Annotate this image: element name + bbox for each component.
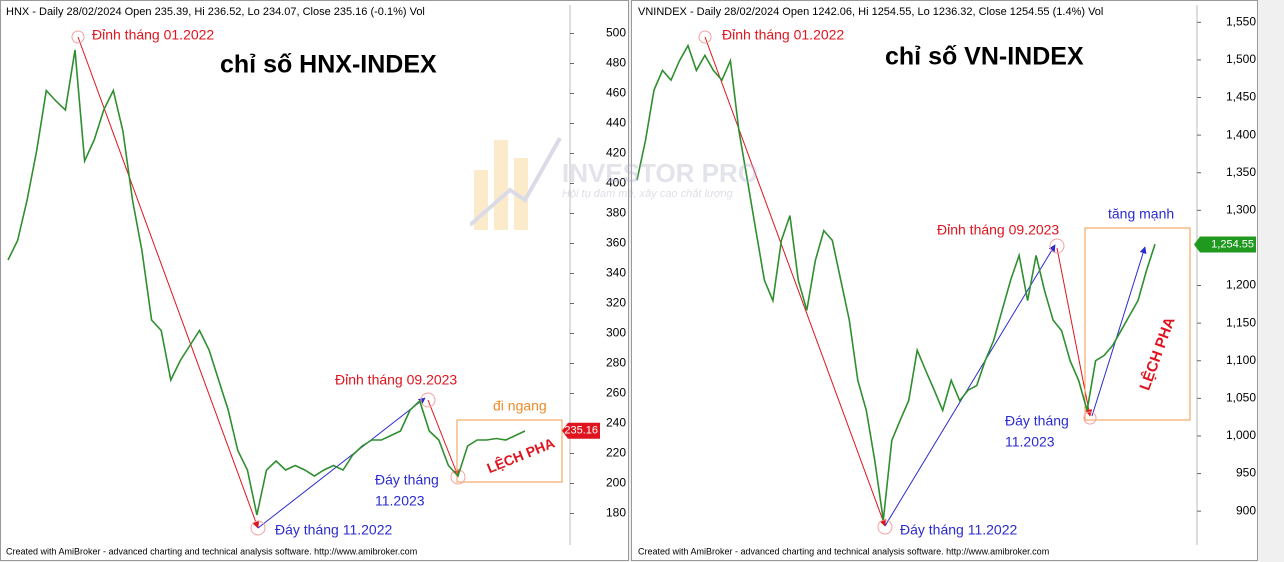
y-tick-label: 440 bbox=[606, 116, 626, 130]
panel-vn bbox=[631, 0, 1258, 561]
y-tick-label: 1,550 bbox=[1226, 14, 1256, 28]
y-tick-label: 220 bbox=[606, 446, 626, 460]
y-tick-label: 1,300 bbox=[1226, 202, 1256, 216]
credit: Created with AmiBroker - advanced charti… bbox=[6, 546, 417, 556]
y-tick-label: 1,150 bbox=[1226, 315, 1256, 329]
y-tick-label: 240 bbox=[606, 416, 626, 430]
panel-hnx bbox=[0, 0, 629, 561]
y-tick-label: 500 bbox=[606, 26, 626, 40]
annotation: Đỉnh tháng 09.2023 bbox=[937, 222, 1059, 238]
y-tick-label: 480 bbox=[606, 56, 626, 70]
annotation: 11.2023 bbox=[1005, 434, 1055, 450]
y-tick-label: 320 bbox=[606, 296, 626, 310]
y-tick-label: 460 bbox=[606, 86, 626, 100]
annotation: tăng mạnh bbox=[1108, 206, 1174, 222]
y-tick-label: 1,050 bbox=[1226, 391, 1256, 405]
annotation: Đỉnh tháng 01.2022 bbox=[722, 27, 844, 43]
annotation: Đáy tháng 11.2022 bbox=[275, 522, 392, 538]
chart-header: VNINDEX - Daily 28/02/2024 Open 1242.06,… bbox=[638, 6, 1103, 18]
y-tick-label: 1,450 bbox=[1226, 90, 1256, 104]
annotation: chỉ số HNX-INDEX bbox=[220, 51, 437, 79]
y-tick-label: 260 bbox=[606, 386, 626, 400]
last-price-label: 1,254.55 bbox=[1211, 238, 1254, 250]
y-tick-label: 1,100 bbox=[1226, 353, 1256, 367]
price-line bbox=[636, 43, 1156, 521]
annotation: Đáy tháng bbox=[1005, 413, 1069, 429]
y-tick-label: 900 bbox=[1236, 503, 1256, 517]
annotation: Đỉnh tháng 01.2022 bbox=[92, 27, 214, 43]
credit: Created with AmiBroker - advanced charti… bbox=[638, 546, 1049, 556]
y-tick-label: 380 bbox=[606, 206, 626, 220]
last-price-label: 235.16 bbox=[564, 425, 598, 437]
y-tick-label: 340 bbox=[606, 266, 626, 280]
y-tick-label: 1,500 bbox=[1226, 52, 1256, 66]
annotation: Đáy tháng bbox=[375, 472, 439, 488]
price-line bbox=[7, 49, 526, 516]
chart-header: HNX - Daily 28/02/2024 Open 235.39, Hi 2… bbox=[6, 6, 425, 18]
y-tick-label: 360 bbox=[606, 236, 626, 250]
last-price-tag bbox=[562, 422, 600, 439]
y-tick-label: 1,200 bbox=[1226, 278, 1256, 292]
y-tick-label: 1,000 bbox=[1226, 428, 1256, 442]
annotation: đi ngang bbox=[493, 398, 547, 414]
annotation: chỉ số VN-INDEX bbox=[885, 43, 1084, 71]
y-tick-label: 180 bbox=[606, 506, 626, 520]
y-tick-label: 280 bbox=[606, 356, 626, 370]
y-tick-label: 300 bbox=[606, 326, 626, 340]
y-tick-label: 950 bbox=[1236, 466, 1256, 480]
y-tick-label: 420 bbox=[606, 146, 626, 160]
y-tick-label: 1,350 bbox=[1226, 165, 1256, 179]
y-tick-label: 200 bbox=[606, 476, 626, 490]
last-price-tag bbox=[1194, 236, 1256, 253]
y-tick-label: 400 bbox=[606, 176, 626, 190]
y-tick-label: 1,400 bbox=[1226, 127, 1256, 141]
annotation: 11.2023 bbox=[375, 493, 425, 509]
annotation: Đáy tháng 11.2022 bbox=[900, 522, 1017, 538]
annotation: Đỉnh tháng 09.2023 bbox=[335, 372, 457, 388]
